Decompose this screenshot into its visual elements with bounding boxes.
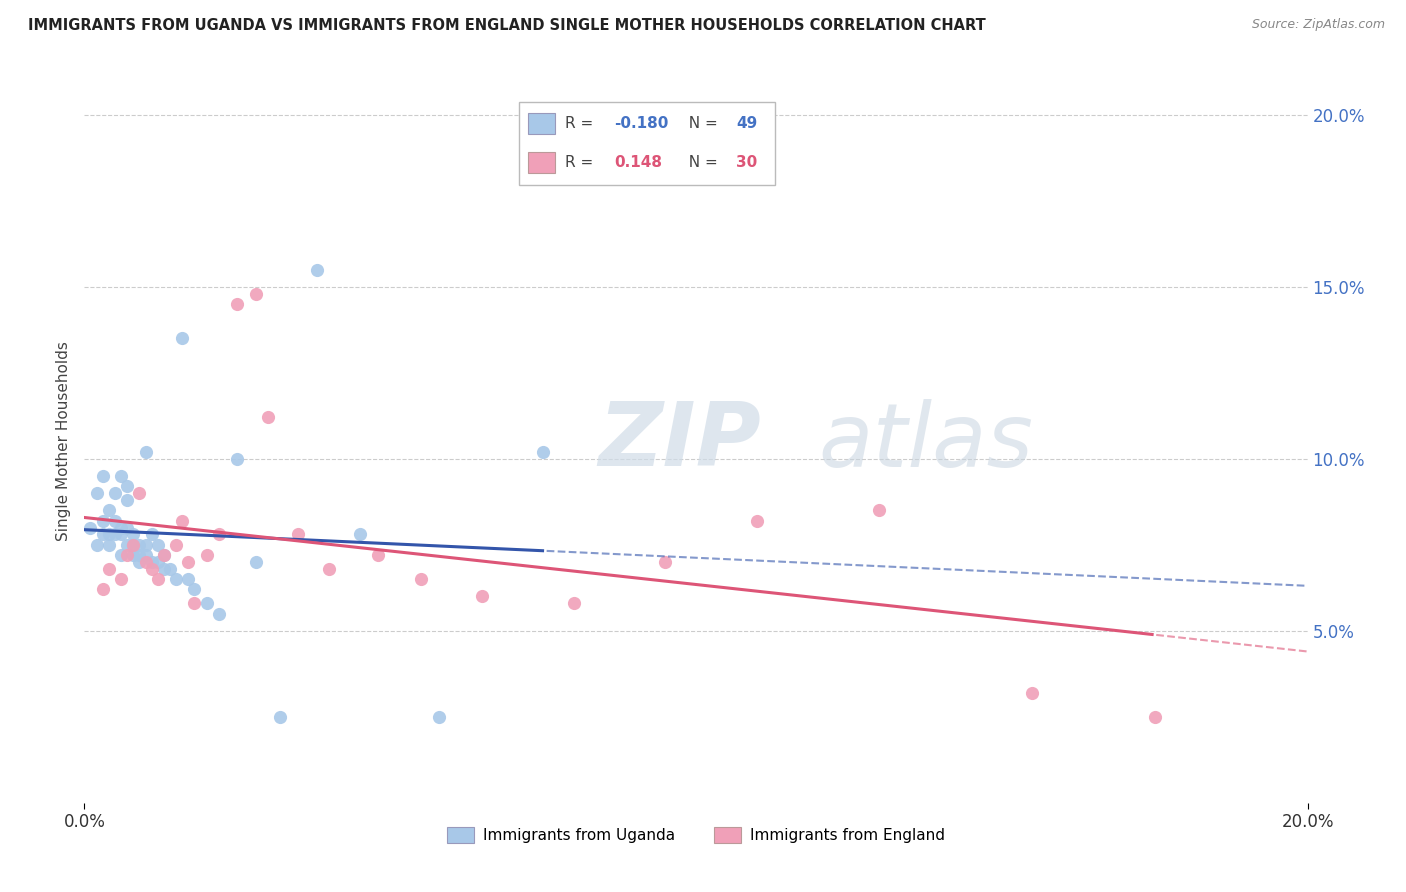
Point	[110, 520, 132, 534]
Point	[122, 527, 145, 541]
Point	[110, 572, 132, 586]
Point	[91, 582, 114, 597]
Point	[245, 286, 267, 301]
Point	[91, 469, 114, 483]
Text: 49: 49	[737, 116, 758, 131]
Text: 0.148: 0.148	[614, 154, 662, 169]
Point	[562, 596, 585, 610]
Point	[141, 555, 163, 569]
Point	[135, 548, 157, 562]
Point	[208, 607, 231, 621]
Point	[208, 527, 231, 541]
Y-axis label: Single Mother Households: Single Mother Households	[56, 342, 72, 541]
Point	[115, 520, 138, 534]
Point	[257, 410, 280, 425]
Point	[172, 331, 194, 345]
Point	[115, 493, 138, 508]
Point	[287, 527, 309, 541]
Point	[195, 548, 218, 562]
Point	[115, 479, 138, 493]
Point	[409, 572, 432, 586]
Point	[97, 562, 120, 576]
Point	[128, 486, 150, 500]
Text: N =: N =	[679, 154, 723, 169]
Point	[305, 262, 328, 277]
Text: -0.180: -0.180	[614, 116, 668, 131]
Point	[97, 538, 120, 552]
Point	[245, 555, 267, 569]
Text: atlas: atlas	[818, 399, 1033, 484]
Point	[128, 538, 150, 552]
Point	[135, 555, 157, 569]
Point	[183, 582, 205, 597]
Point	[141, 527, 163, 541]
Point	[654, 555, 676, 569]
Text: ZIP: ZIP	[598, 398, 761, 485]
Point	[153, 548, 176, 562]
FancyBboxPatch shape	[519, 102, 776, 185]
Point	[146, 572, 169, 586]
Point	[128, 555, 150, 569]
Point	[122, 548, 145, 562]
Point	[104, 514, 127, 528]
Point	[135, 538, 157, 552]
Point	[226, 451, 249, 466]
Point	[318, 562, 340, 576]
Point	[367, 548, 389, 562]
Point	[226, 297, 249, 311]
Point	[146, 538, 169, 552]
Point	[531, 445, 554, 459]
Point	[747, 514, 769, 528]
Point	[146, 555, 169, 569]
Point	[122, 538, 145, 552]
Text: Source: ZipAtlas.com: Source: ZipAtlas.com	[1251, 18, 1385, 31]
Point	[86, 486, 108, 500]
Point	[110, 469, 132, 483]
Point	[110, 527, 132, 541]
Point	[1143, 710, 1166, 724]
Text: R =: R =	[565, 154, 603, 169]
Point	[159, 562, 181, 576]
Text: 30: 30	[737, 154, 758, 169]
Point	[153, 562, 176, 576]
Point	[104, 527, 127, 541]
Point	[177, 555, 200, 569]
Point	[97, 527, 120, 541]
Text: N =: N =	[679, 116, 723, 131]
Point	[172, 514, 194, 528]
Point	[79, 520, 101, 534]
Point	[91, 514, 114, 528]
Point	[115, 548, 138, 562]
Point	[86, 538, 108, 552]
Point	[269, 710, 291, 724]
Text: R =: R =	[565, 116, 598, 131]
Point	[104, 486, 127, 500]
Point	[135, 445, 157, 459]
Point	[1021, 686, 1043, 700]
Point	[153, 548, 176, 562]
Point	[349, 527, 371, 541]
Point	[141, 562, 163, 576]
Point	[183, 596, 205, 610]
Point	[471, 590, 494, 604]
Text: IMMIGRANTS FROM UGANDA VS IMMIGRANTS FROM ENGLAND SINGLE MOTHER HOUSEHOLDS CORRE: IMMIGRANTS FROM UGANDA VS IMMIGRANTS FRO…	[28, 18, 986, 33]
Legend: Immigrants from Uganda, Immigrants from England: Immigrants from Uganda, Immigrants from …	[440, 822, 952, 849]
Point	[91, 527, 114, 541]
Point	[177, 572, 200, 586]
Point	[165, 572, 187, 586]
Point	[427, 710, 450, 724]
Point	[165, 538, 187, 552]
Point	[128, 548, 150, 562]
Bar	[529, 113, 555, 134]
Point	[110, 548, 132, 562]
Point	[97, 503, 120, 517]
Point	[122, 538, 145, 552]
Point	[869, 503, 891, 517]
Bar	[529, 152, 555, 172]
Point	[115, 538, 138, 552]
Point	[195, 596, 218, 610]
